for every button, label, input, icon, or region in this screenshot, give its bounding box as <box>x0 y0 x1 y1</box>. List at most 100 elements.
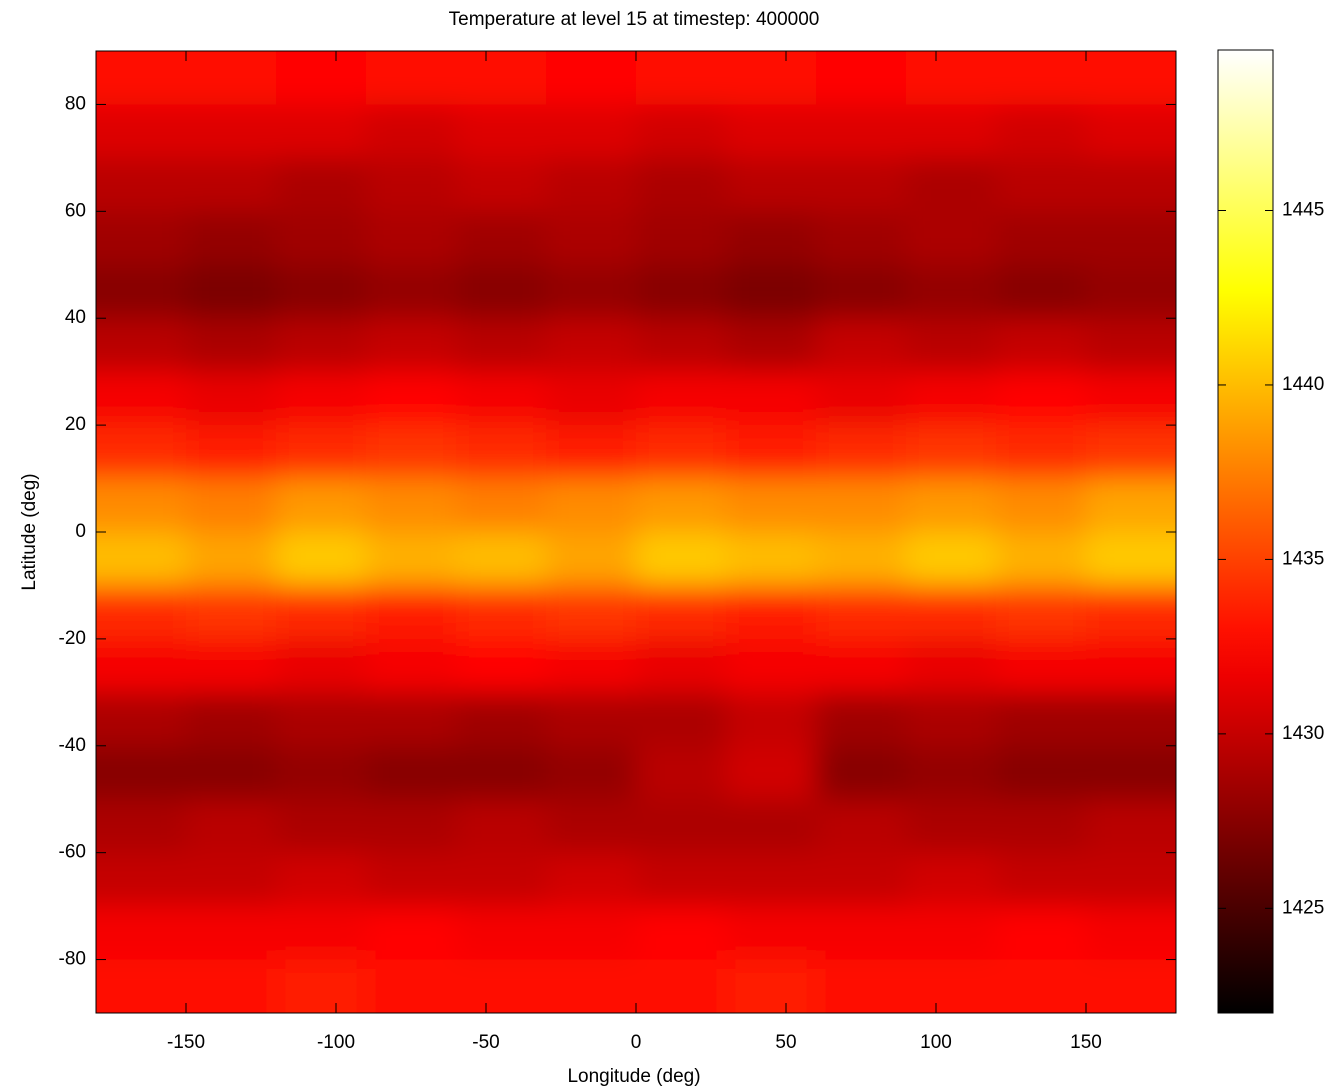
heatmap-cell <box>186 425 277 480</box>
heatmap-cell <box>906 104 997 159</box>
heatmap-cell <box>276 692 367 747</box>
heatmap-cell <box>276 906 367 961</box>
heatmap-cell <box>366 906 457 961</box>
heatmap-cell <box>546 852 637 907</box>
heatmap-cell <box>726 318 817 373</box>
heatmap-cell <box>96 478 187 533</box>
heatmap-cell <box>366 264 457 319</box>
heatmap-cell <box>816 104 907 159</box>
heatmap-cell <box>816 906 907 961</box>
heatmap-cell <box>1086 318 1176 373</box>
heatmap-cell <box>276 264 367 319</box>
heatmap-cell <box>726 799 817 854</box>
heatmap-cell <box>186 532 277 586</box>
y-tick-label: 0 <box>75 521 86 542</box>
heatmap-cell <box>636 318 727 373</box>
heatmap-cell <box>546 585 637 640</box>
heatmap-cell <box>186 318 277 373</box>
heatmap-cell <box>366 104 457 159</box>
y-tick-label: 80 <box>65 93 86 114</box>
heatmap-cell <box>546 532 637 586</box>
heatmap-cell <box>816 585 907 640</box>
heatmap-cell <box>816 425 907 480</box>
heatmap-cell <box>816 532 907 586</box>
heatmap-cell <box>906 264 997 319</box>
heatmap-cell <box>456 157 547 212</box>
heatmap-cell <box>96 318 187 373</box>
heatmap-cell <box>726 852 817 907</box>
heatmap-cell <box>186 585 277 640</box>
heatmap-cell <box>816 264 907 319</box>
heatmap <box>96 51 1176 1013</box>
heatmap-cell <box>456 371 547 426</box>
heatmap-cell <box>816 318 907 373</box>
heatmap-cell <box>366 745 457 800</box>
heatmap-cell <box>996 211 1087 266</box>
heatmap-cell <box>906 745 997 800</box>
heatmap-cell <box>96 692 187 747</box>
colorbar-tick-label: 1425 <box>1282 897 1324 918</box>
heatmap-cell <box>996 371 1087 426</box>
heatmap-cell <box>636 585 727 640</box>
heatmap-cell <box>1086 585 1176 640</box>
heatmap-cell <box>1086 852 1176 907</box>
heatmap-cell <box>186 104 277 159</box>
heatmap-cell <box>1086 104 1176 159</box>
heatmap-cell <box>186 264 277 319</box>
heatmap-cell <box>276 371 367 426</box>
x-tick-label: 150 <box>1070 1032 1102 1053</box>
heatmap-cell <box>366 51 457 105</box>
heatmap-cell <box>636 264 727 319</box>
heatmap-cell <box>636 104 727 159</box>
x-tick-label: -150 <box>167 1032 205 1053</box>
heatmap-cell <box>546 264 637 319</box>
heatmap-cell <box>546 157 637 212</box>
heatmap-cell <box>816 852 907 907</box>
heatmap-cell <box>636 51 727 105</box>
heatmap-cell <box>726 638 817 693</box>
heatmap-cell <box>456 104 547 159</box>
heatmap-cell <box>906 959 997 1013</box>
heatmap-cell <box>96 745 187 800</box>
heatmap-cell <box>636 532 727 586</box>
heatmap-cell <box>276 104 367 159</box>
heatmap-cell <box>906 211 997 266</box>
heatmap-cell <box>456 959 547 1013</box>
heatmap-cell <box>186 745 277 800</box>
heatmap-cell <box>996 425 1087 480</box>
heatmap-cell <box>636 799 727 854</box>
heatmap-cell <box>726 371 817 426</box>
heatmap-cell <box>1086 425 1176 480</box>
y-axis-label: Latitude (deg) <box>19 473 40 590</box>
heatmap-cell <box>996 585 1087 640</box>
heatmap-cell <box>1086 692 1176 747</box>
heatmap-cell <box>276 318 367 373</box>
heatmap-cell <box>996 51 1087 105</box>
heatmap-cell <box>366 157 457 212</box>
y-tick-label: -80 <box>59 949 86 970</box>
heatmap-cell <box>96 104 187 159</box>
colorbar <box>1217 49 1274 1014</box>
heatmap-cell <box>906 585 997 640</box>
heatmap-cell <box>276 585 367 640</box>
heatmap-cell <box>636 692 727 747</box>
heatmap-cell <box>366 959 457 1013</box>
x-tick-label: 100 <box>920 1032 952 1053</box>
heatmap-cell <box>1086 906 1176 961</box>
x-axis-label: Longitude (deg) <box>567 1066 700 1087</box>
heatmap-cell <box>546 906 637 961</box>
heatmap-cell <box>96 157 187 212</box>
x-tick-label: -50 <box>472 1032 499 1053</box>
heatmap-cell <box>276 745 367 800</box>
heatmap-cell <box>456 211 547 266</box>
heatmap-cell <box>546 799 637 854</box>
heatmap-cell <box>996 638 1087 693</box>
heatmap-cell <box>636 211 727 266</box>
x-tick-label: 50 <box>775 1032 796 1053</box>
heatmap-cell <box>96 852 187 907</box>
heatmap-cell <box>726 745 817 800</box>
chart-title: Temperature at level 15 at timestep: 400… <box>449 9 820 30</box>
heatmap-cell <box>1086 371 1176 426</box>
heatmap-cell <box>636 425 727 480</box>
heatmap-cell <box>636 959 727 1013</box>
